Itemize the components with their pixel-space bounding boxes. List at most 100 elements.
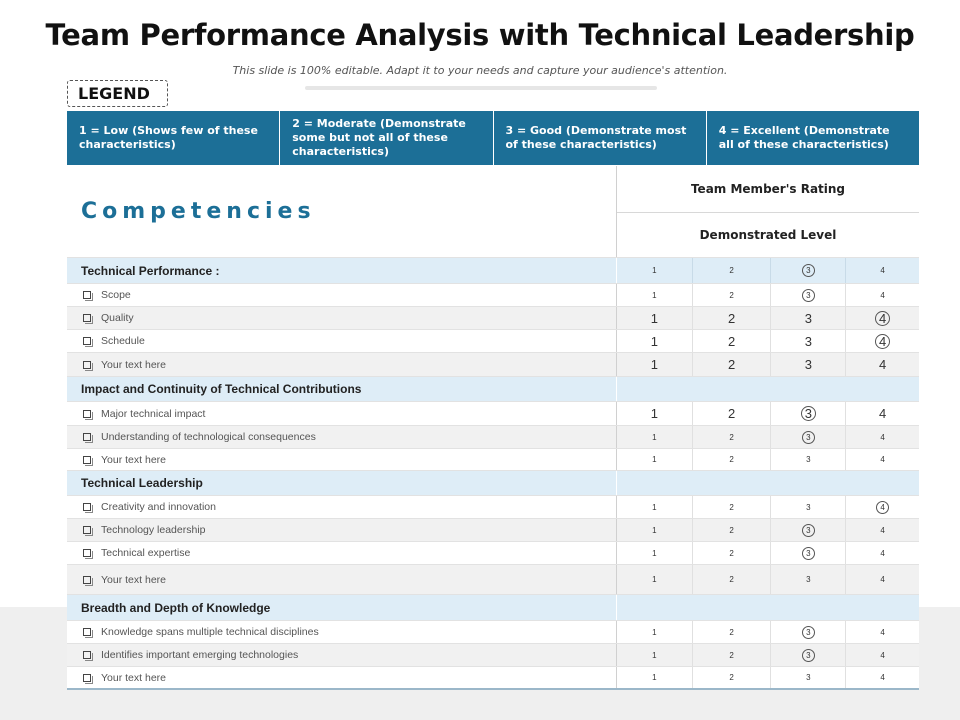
section-title: Technical Performance : (81, 263, 220, 278)
rating-value: 4 (878, 357, 887, 372)
rating-cell: 1 (617, 353, 692, 376)
rating-value: 4 (880, 266, 885, 275)
competency-text: Major technical impact (101, 407, 206, 420)
rating-cell: 2 (691, 667, 771, 688)
page-title: Team Performance Analysis with Technical… (45, 18, 915, 52)
rating-cell: 4 (845, 284, 919, 306)
rating-value: 4 (880, 650, 885, 660)
rating-cell: 4 (845, 496, 919, 518)
rating-cell: 4 (845, 519, 919, 541)
rating-value: 2 (729, 548, 734, 558)
rating-value: 4 (880, 432, 885, 442)
rating-value: 2 (729, 432, 734, 442)
competency-label: Scope (67, 284, 616, 306)
rating-cell: 2 (691, 565, 771, 594)
rating-cells: 1 2 3 4 (616, 621, 919, 643)
rating-cell: 3 (770, 667, 845, 688)
table-header: Competencies Team Member's Rating Demons… (67, 166, 919, 257)
rating-cell: 2 (691, 644, 771, 666)
checkbox-bullet-icon (83, 628, 93, 638)
rating-value: 1 (652, 548, 657, 558)
selected-rating-circle: 3 (801, 523, 815, 537)
section-title: Impact and Continuity of Technical Contr… (81, 382, 362, 396)
rating-value: 4 (880, 627, 885, 637)
selected-rating-circle: 4 (876, 500, 890, 514)
rating-cells: 1 2 3 4 (616, 402, 919, 425)
rating-value: 3 (806, 575, 811, 584)
competency-text: Scope (101, 289, 131, 301)
section-rating-cells (616, 595, 919, 620)
rating-cell: 3 (770, 496, 845, 518)
rating-value: 4 (880, 548, 885, 558)
section-rating-cell: 3 (770, 258, 845, 283)
rating-cell: 1 (617, 621, 692, 643)
rating-cell: 1 (617, 519, 692, 541)
rating-cell: 4 (845, 307, 919, 329)
rating-value: 2 (728, 333, 736, 349)
rating-cells: 1 2 3 4 (616, 449, 919, 470)
rating-cell: 4 (845, 542, 919, 564)
rating-cell: 2 (691, 353, 771, 376)
legend-item-good: 3 = Good (Demonstrate most of these char… (494, 111, 707, 165)
team-members-rating-heading: Team Member's Rating (617, 166, 919, 213)
rating-value: 2 (729, 673, 734, 682)
section-row: Impact and Continuity of Technical Contr… (67, 376, 919, 401)
competency-text: Identifies important emerging technologi… (101, 649, 299, 661)
section-rating-cell: 2 (691, 258, 771, 283)
competency-text: Schedule (101, 335, 145, 347)
rating-value: 3 (806, 502, 811, 512)
rating-value: 1 (652, 575, 657, 584)
checkbox-bullet-icon (83, 549, 93, 559)
rating-value: 1 (650, 406, 658, 421)
rating-cell: 3 (770, 542, 845, 564)
rating-cell: 1 (617, 284, 692, 306)
table-row: Creativity and innovation 1 2 3 4 (67, 495, 919, 518)
checkbox-bullet-icon (83, 503, 93, 513)
rating-cell: 1 (617, 496, 692, 518)
rating-value: 1 (652, 673, 657, 682)
selected-rating-circle: 3 (801, 288, 815, 302)
legend-bar: 1 = Low (Shows few of these characterist… (67, 111, 919, 165)
section-rating-cell: 4 (845, 258, 919, 283)
table-row: Major technical impact 1 2 3 4 (67, 401, 919, 425)
rating-cell: 1 (617, 644, 692, 666)
rating-cell: 3 (770, 307, 845, 329)
table-row: Identifies important emerging technologi… (67, 643, 919, 666)
rating-cell: 4 (845, 353, 919, 376)
competency-text: Knowledge spans multiple technical disci… (101, 626, 319, 638)
rating-cells: 1 2 3 4 (616, 353, 919, 376)
rating-cell: 1 (617, 449, 692, 470)
rating-cell: 4 (845, 621, 919, 643)
checkbox-bullet-icon (83, 673, 93, 684)
section-rating-cells: 1 2 3 4 (616, 258, 919, 283)
section-rating-cells (616, 471, 919, 495)
rating-value: 1 (650, 357, 658, 372)
rating-value: 2 (728, 357, 736, 372)
competency-text: Your text here (101, 358, 166, 371)
rating-value: 2 (729, 575, 734, 584)
rating-value: 4 (878, 406, 887, 421)
rating-cells: 1 2 3 4 (616, 644, 919, 666)
rating-cell: 1 (617, 330, 692, 352)
table-row: Knowledge spans multiple technical disci… (67, 620, 919, 643)
legend-item-low: 1 = Low (Shows few of these characterist… (67, 111, 281, 165)
rating-cells: 1 2 3 4 (616, 330, 919, 352)
rating-value: 2 (729, 290, 734, 300)
rating-cell: 2 (691, 284, 771, 306)
competency-text: Your text here (101, 573, 166, 586)
checkbox-bullet-icon (83, 337, 93, 347)
table-body: Technical Performance :1 2 3 4 Scope 1 2 3 4 Qual… (67, 257, 919, 688)
rating-value: 4 (880, 673, 885, 682)
section-row: Technical Leadership (67, 470, 919, 495)
rating-value: 3 (804, 357, 812, 372)
rating-cell: 1 (617, 667, 692, 688)
rating-cells: 1 2 3 4 (616, 307, 919, 329)
rating-cell: 2 (691, 519, 771, 541)
rating-cell: 3 (770, 565, 845, 594)
table-row: Technical expertise 1 2 3 4 (67, 541, 919, 564)
rating-cells: 1 2 3 4 (616, 542, 919, 564)
rating-cell: 2 (691, 621, 771, 643)
section-title: Breadth and Depth of Knowledge (81, 600, 271, 615)
competency-label: Creativity and innovation (67, 496, 616, 518)
legend-tag: LEGEND (67, 80, 168, 107)
